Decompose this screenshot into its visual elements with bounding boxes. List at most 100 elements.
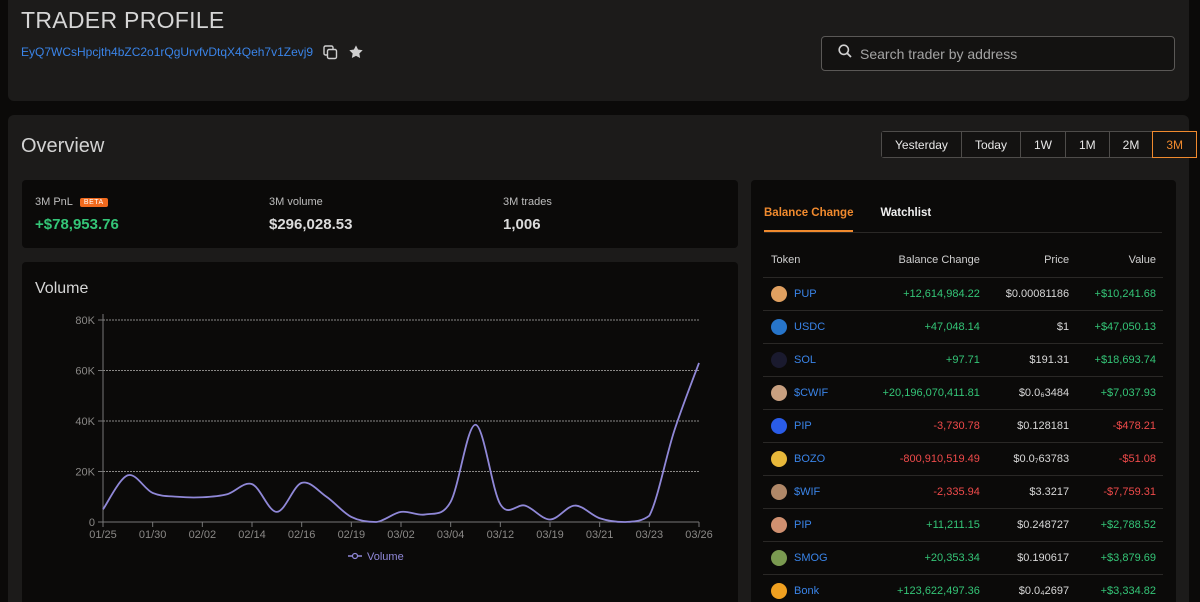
- balance-change-cell: -800,910,519.49: [854, 442, 987, 476]
- pnl-value: +$78,953.76: [35, 216, 119, 233]
- overview-card: Overview Yesterday Today 1W 1M 2M 3M 3M …: [8, 115, 1197, 602]
- table-row[interactable]: SOL +97.71 $191.31 +$18,693.74: [763, 343, 1163, 377]
- col-value[interactable]: Value: [1076, 244, 1163, 278]
- token-link[interactable]: Bonk: [771, 582, 848, 599]
- balance-change-cell: +20,196,070,411.81: [854, 376, 987, 410]
- token-link[interactable]: PIP: [771, 417, 848, 434]
- cwif-icon: [771, 384, 787, 401]
- col-token[interactable]: Token: [763, 244, 855, 278]
- y-tick-label: 20K: [75, 467, 95, 479]
- token-symbol: $WIF: [794, 485, 821, 498]
- token-cell: $WIF: [763, 475, 855, 509]
- table-row[interactable]: PIP +11,211.15 $0.248727 +$2,788.52: [763, 508, 1163, 542]
- y-tick-label: 0: [89, 517, 95, 529]
- stat-volume: 3M volume $296,028.53: [269, 196, 352, 233]
- balance-change-cell: +123,622,497.36: [854, 574, 987, 602]
- token-link[interactable]: $CWIF: [771, 384, 848, 401]
- balance-change-cell: -2,335.94: [854, 475, 987, 509]
- stat-trades: 3M trades 1,006: [503, 196, 552, 233]
- value-cell: -$478.21: [1076, 409, 1163, 443]
- table-row[interactable]: USDC +47,048.14 $1 +$47,050.13: [763, 310, 1163, 344]
- x-tick-label: 03/12: [487, 529, 515, 541]
- token-cell: SMOG: [763, 541, 855, 575]
- price-cell: $0.248727: [986, 508, 1077, 542]
- y-tick-label: 60K: [75, 366, 95, 378]
- sol-icon: [771, 351, 787, 368]
- token-symbol: SOL: [794, 353, 817, 366]
- period-tabs: Yesterday Today 1W 1M 2M 3M: [881, 131, 1197, 158]
- tab-yesterday[interactable]: Yesterday: [882, 132, 962, 157]
- price-cell: $0.190617: [986, 541, 1077, 575]
- tab-today[interactable]: Today: [961, 132, 1021, 157]
- token-symbol: SMOG: [794, 551, 828, 564]
- y-tick-label: 40K: [75, 416, 95, 428]
- value-cell: +$3,879.69: [1076, 541, 1163, 575]
- x-tick-label: 02/02: [189, 529, 217, 541]
- token-link[interactable]: SOL: [771, 351, 848, 368]
- copy-icon[interactable]: [321, 43, 339, 61]
- value-cell: +$10,241.68: [1076, 277, 1163, 311]
- tab-watchlist[interactable]: Watchlist: [880, 207, 932, 219]
- price-cell: $0.00081186: [986, 277, 1077, 311]
- star-icon[interactable]: [347, 43, 365, 61]
- token-cell: USDC: [763, 310, 855, 344]
- smog-icon: [771, 549, 787, 566]
- tab-2m[interactable]: 2M: [1109, 132, 1154, 157]
- col-price[interactable]: Price: [986, 244, 1077, 278]
- search-box[interactable]: [821, 36, 1175, 71]
- token-link[interactable]: PIP: [771, 516, 848, 533]
- search-input[interactable]: [860, 45, 1160, 62]
- table-row[interactable]: SMOG +20,353.34 $0.190617 +$3,879.69: [763, 541, 1163, 575]
- col-balance-change[interactable]: Balance Change: [854, 244, 987, 278]
- token-cell: SOL: [763, 343, 855, 377]
- price-cell: $0.128181: [986, 409, 1077, 443]
- table-row[interactable]: Bonk +123,622,497.36 $0.0₄2697 +$3,334.82: [763, 574, 1163, 602]
- value-cell: -$51.08: [1076, 442, 1163, 476]
- x-tick-label: 03/19: [536, 529, 564, 541]
- token-symbol: PUP: [794, 287, 817, 300]
- token-link[interactable]: BOZO: [771, 450, 848, 467]
- table-row[interactable]: PIP -3,730.78 $0.128181 -$478.21: [763, 409, 1163, 443]
- token-link[interactable]: USDC: [771, 318, 848, 335]
- token-link[interactable]: $WIF: [771, 483, 848, 500]
- pip-blue-icon: [771, 417, 787, 434]
- price-cell: $191.31: [986, 343, 1077, 377]
- search-icon: [838, 44, 852, 63]
- table-row[interactable]: $CWIF +20,196,070,411.81 $0.0₆3484 +$7,037.…: [763, 376, 1163, 410]
- token-symbol: USDC: [794, 320, 826, 333]
- token-cell: PIP: [763, 508, 855, 542]
- tab-1w[interactable]: 1W: [1020, 132, 1066, 157]
- table-row[interactable]: PUP +12,614,984.22 $0.00081186 +$10,241.68: [763, 277, 1163, 311]
- token-link[interactable]: SMOG: [771, 549, 848, 566]
- token-symbol: PIP: [794, 518, 812, 531]
- stat-pnl: 3M PnL BETA +$78,953.76: [35, 196, 119, 233]
- balance-change-cell: +97.71: [854, 343, 987, 377]
- balance-change-cell: +12,614,984.22: [854, 277, 987, 311]
- tab-3m[interactable]: 3M: [1152, 131, 1197, 158]
- address-row: EyQ7WCsHpcjth4bZC2o1rQgUrvfvDtqX4Qeh7v1Z…: [21, 43, 365, 61]
- table-row[interactable]: $WIF -2,335.94 $3.3217 -$7,759.31: [763, 475, 1163, 509]
- price-cell: $0.0₆3484: [986, 376, 1077, 410]
- x-tick-label: 03/04: [437, 529, 465, 541]
- token-cell: $CWIF: [763, 376, 855, 410]
- tab-divider: [764, 232, 1162, 233]
- table-row[interactable]: BOZO -800,910,519.49 $0.0₇63783 -$51.08: [763, 442, 1163, 476]
- header-card: TRADER PROFILE EyQ7WCsHpcjth4bZC2o1rQgUr…: [8, 0, 1189, 101]
- x-tick-label: 01/30: [139, 529, 167, 541]
- token-cell: Bonk: [763, 574, 855, 602]
- usdc-icon: [771, 318, 787, 335]
- volume-label: 3M volume: [269, 196, 323, 208]
- tab-balance-change[interactable]: Balance Change: [764, 207, 854, 232]
- x-tick-label: 03/02: [387, 529, 415, 541]
- token-cell: PIP: [763, 409, 855, 443]
- beta-badge: BETA: [79, 197, 108, 207]
- x-tick-label: 03/26: [685, 529, 713, 541]
- trader-address[interactable]: EyQ7WCsHpcjth4bZC2o1rQgUrvfvDtqX4Qeh7v1Z…: [21, 45, 314, 59]
- balance-change-cell: -3,730.78: [854, 409, 987, 443]
- tab-1m[interactable]: 1M: [1065, 132, 1110, 157]
- wif-icon: [771, 483, 787, 500]
- value-cell: -$7,759.31: [1076, 475, 1163, 509]
- token-link[interactable]: PUP: [771, 285, 848, 302]
- y-tick-label: 80K: [75, 315, 95, 327]
- page-title: TRADER PROFILE: [21, 7, 225, 33]
